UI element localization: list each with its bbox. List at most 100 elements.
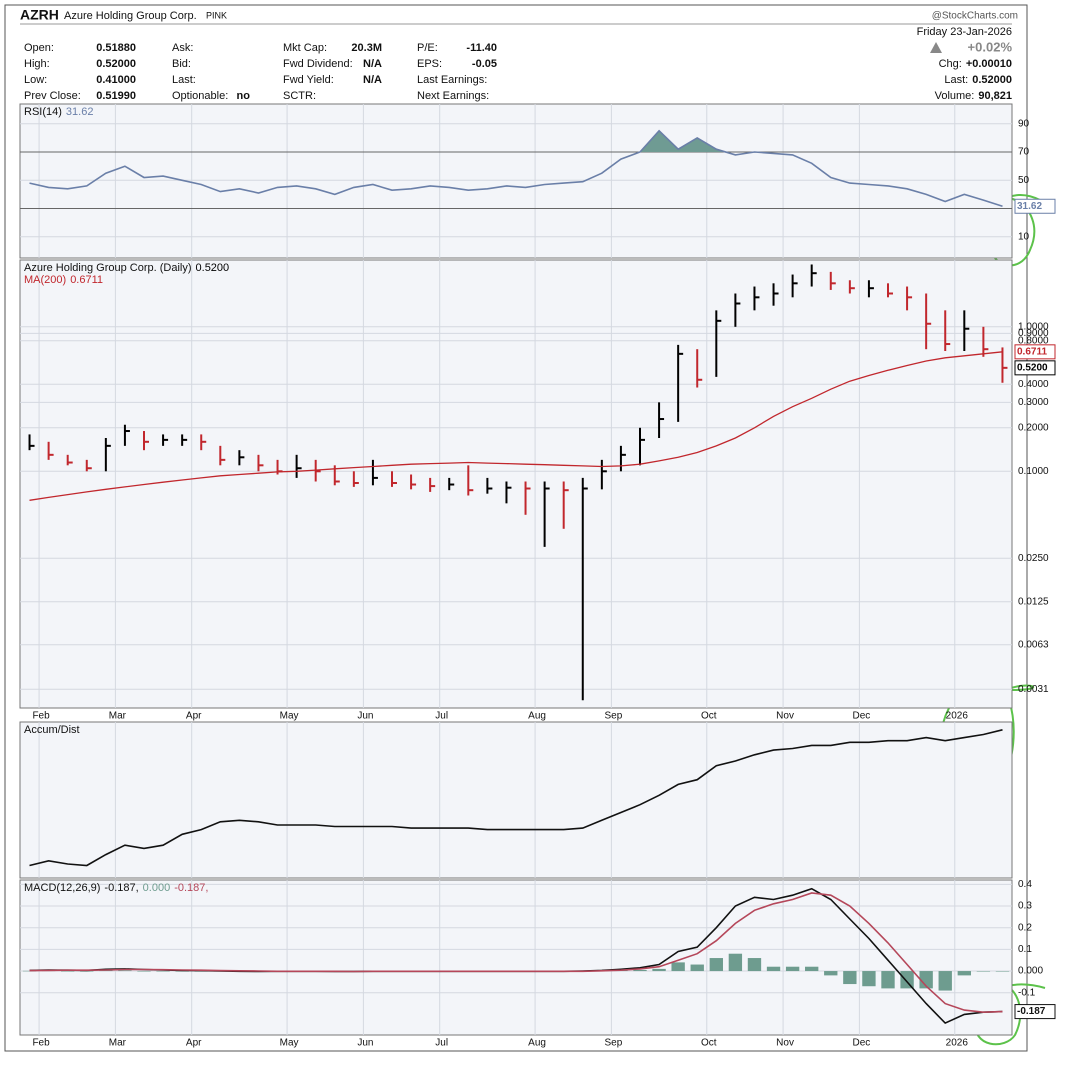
x-tick-label: May <box>280 1038 299 1049</box>
y-tick-label: 1.0000 <box>1018 321 1049 332</box>
y-tick-label: 0.0031 <box>1018 684 1049 695</box>
histogram-bar <box>824 971 838 976</box>
legend: Azure Holding Group Corp. (Daily) 0.5200 <box>24 262 229 274</box>
histogram-bar <box>175 971 189 972</box>
legend-value: -0.187, <box>104 882 138 894</box>
field-value: 0.41000 <box>96 74 136 86</box>
panel <box>19 721 1013 879</box>
series-line <box>29 729 1003 867</box>
y-tick-label: 0.1000 <box>1018 466 1049 477</box>
field-value: +0.00010 <box>966 58 1012 70</box>
up-arrow <box>930 42 942 53</box>
x-tick-label: Feb <box>32 711 50 722</box>
histogram-bar <box>80 971 94 972</box>
histogram-bar <box>995 971 1010 972</box>
panel <box>19 103 1013 259</box>
histogram-bar <box>957 971 971 976</box>
x-tick-label: Sep <box>604 711 622 722</box>
y-tick-label: 0.3 <box>1018 901 1032 912</box>
field-value: -11.40 <box>466 42 497 54</box>
histogram-bar <box>747 958 762 972</box>
x-tick-label: Dec <box>852 711 870 722</box>
histogram-bar <box>785 966 800 972</box>
series-line <box>29 129 1003 208</box>
legend: MACD(12,26,9) -0.187, 0.000 -0.187, <box>24 882 208 894</box>
y-tick-label: 0.0063 <box>1018 639 1049 650</box>
y-tick-label: 0.4 <box>1018 879 1032 890</box>
histogram-bar <box>633 969 647 972</box>
histogram-bar <box>61 971 75 972</box>
y-tick-label: 0.0125 <box>1018 596 1049 607</box>
field-value: N/A <box>363 58 382 70</box>
field-label: Volume: <box>935 90 975 102</box>
y-tick-label: 0.9000 <box>1018 328 1049 339</box>
x-tick-label: Oct <box>701 1038 717 1049</box>
histogram-bar <box>900 971 914 989</box>
field-label: Fwd Yield: <box>283 74 334 86</box>
y-tick-label: 0.2000 <box>1018 422 1049 433</box>
field-value: 0.51990 <box>96 90 136 102</box>
x-tick-label: Jun <box>357 711 373 722</box>
value-box <box>1014 360 1056 376</box>
ticker: AZRH <box>20 7 59 23</box>
y-tick-label: 90 <box>1018 118 1030 129</box>
y-tick-label: 50 <box>1018 175 1030 186</box>
x-tick-label: Jul <box>435 1038 448 1049</box>
legend-value: 0.000 <box>143 882 171 894</box>
legend-name: Azure Holding Group Corp. (Daily) <box>24 262 192 274</box>
legend-value: 31.62 <box>66 106 94 118</box>
y-tick-label: -0.1 <box>1018 987 1036 998</box>
value-box <box>1014 1004 1056 1020</box>
x-tick-label: 2026 <box>946 1038 969 1049</box>
exchange: PINK <box>206 10 227 20</box>
x-tick-label: Oct <box>701 711 717 722</box>
y-tick-label: 70 <box>1018 147 1030 158</box>
field-value: 0.52000 <box>96 58 136 70</box>
field-label: P/E: <box>417 42 438 54</box>
histogram-bar <box>843 971 857 985</box>
field-label: Last: <box>944 74 968 86</box>
legend-name: MA(200) <box>24 274 66 286</box>
value-box-label: -0.187 <box>1017 1006 1046 1017</box>
y-tick-label: 0.1 <box>1018 944 1032 955</box>
histogram-bar <box>919 971 933 989</box>
series-line <box>29 351 1003 501</box>
field-label: Chg: <box>939 58 962 70</box>
field-label: Open: <box>24 42 54 54</box>
legend: Accum/Dist <box>24 724 80 736</box>
panel <box>19 879 1013 1036</box>
histogram-bar <box>862 971 876 987</box>
field-value: 20.3M <box>351 42 382 54</box>
date: Friday 23-Jan-2026 <box>917 26 1012 38</box>
field-label: Optionable: <box>172 90 228 102</box>
field-label: Ask: <box>172 42 193 54</box>
field-label: EPS: <box>417 58 442 70</box>
histogram-bar <box>805 966 819 972</box>
panel <box>19 259 1013 709</box>
histogram-bar <box>137 971 151 972</box>
y-tick-label: 0.8000 <box>1018 335 1049 346</box>
field-value: -0.05 <box>472 58 497 70</box>
x-tick-label: Aug <box>528 1038 546 1049</box>
value-box-label: 0.5200 <box>1017 362 1048 373</box>
field-value: no <box>237 90 251 102</box>
x-tick-label: Nov <box>776 1038 794 1049</box>
x-tick-label: Nov <box>776 711 794 722</box>
right-field: Last: 0.52000 <box>944 74 1012 86</box>
right-field: Chg: +0.00010 <box>939 58 1012 70</box>
right-field: Volume: 90,821 <box>935 90 1012 102</box>
y-tick-label: 0.4000 <box>1018 379 1049 390</box>
field-label: Next Earnings: <box>417 90 489 102</box>
histogram-bar <box>709 958 723 972</box>
histogram-bar <box>728 953 743 972</box>
field-label: High: <box>24 58 50 70</box>
histogram-bar <box>652 968 666 972</box>
x-tick-label: Feb <box>32 1038 50 1049</box>
y-tick-label: 0.2 <box>1018 922 1032 933</box>
field-value: 90,821 <box>978 90 1012 102</box>
field-value: 0.51880 <box>96 42 136 54</box>
field-label: SCTR: <box>283 90 316 102</box>
field-label: Mkt Cap: <box>283 42 327 54</box>
legend-value: 0.6711 <box>70 274 103 286</box>
